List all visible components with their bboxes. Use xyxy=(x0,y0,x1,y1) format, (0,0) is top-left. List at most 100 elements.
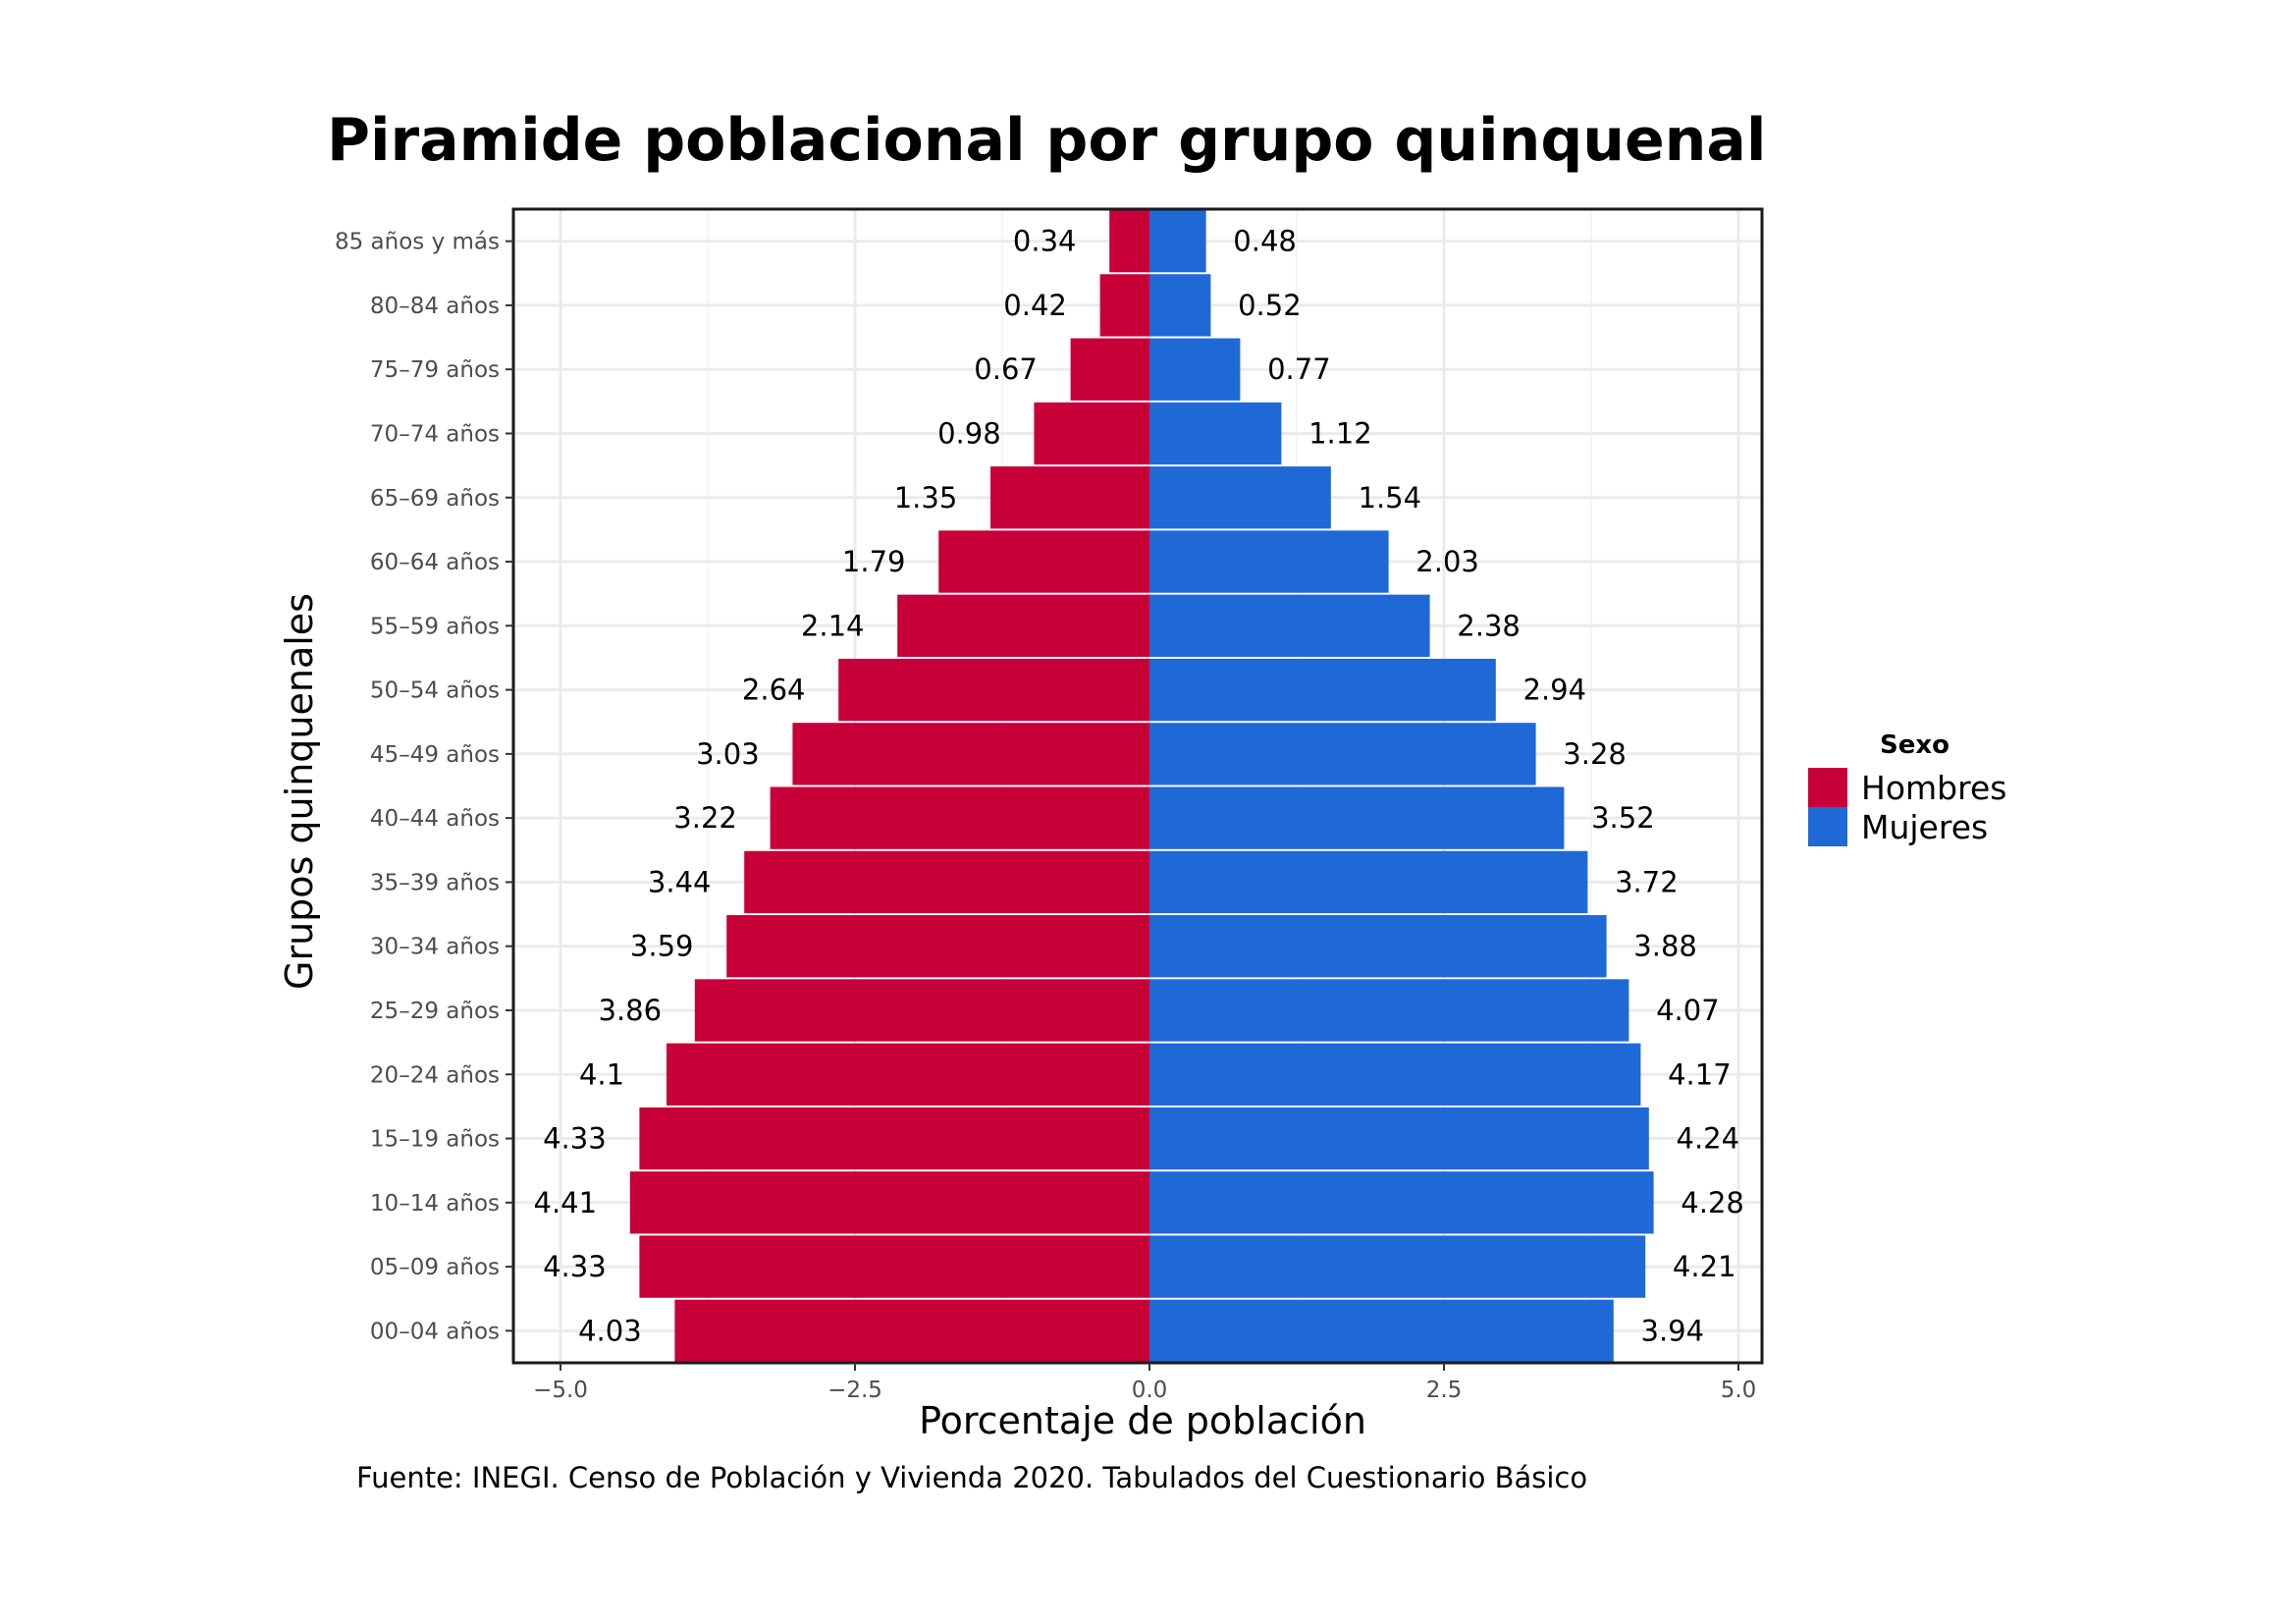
data-label-hombres: 3.44 xyxy=(648,865,712,898)
bar-hombres xyxy=(629,1171,1149,1234)
bar-mujeres xyxy=(1149,850,1588,914)
data-label-hombres: 0.67 xyxy=(974,352,1038,386)
bar-mujeres xyxy=(1149,979,1629,1042)
y-tick-label: 80–84 años xyxy=(370,294,500,319)
y-tick-label: 50–54 años xyxy=(370,678,500,704)
y-tick-label: 25–29 años xyxy=(370,999,500,1024)
bar-hombres xyxy=(694,979,1149,1042)
y-tick-label: 65–69 años xyxy=(370,486,500,512)
y-tick-label: 60–64 años xyxy=(370,550,500,575)
bar-hombres xyxy=(897,594,1149,657)
y-tick-label: 35–39 años xyxy=(370,870,500,895)
bar-hombres xyxy=(792,723,1149,785)
data-label-mujeres: 4.28 xyxy=(1681,1186,1744,1219)
legend-swatch-hombres xyxy=(1808,768,1847,807)
data-label-mujeres: 2.03 xyxy=(1415,545,1479,578)
data-label-hombres: 3.59 xyxy=(630,930,694,963)
bar-mujeres xyxy=(1149,402,1282,465)
data-label-mujeres: 2.38 xyxy=(1457,609,1521,642)
bar-hombres xyxy=(639,1235,1149,1298)
data-label-hombres: 2.14 xyxy=(801,609,865,642)
chart-title: Piramide poblacional por grupo quinquena… xyxy=(327,106,1766,175)
bar-hombres xyxy=(838,658,1149,722)
data-label-mujeres: 1.12 xyxy=(1308,416,1372,450)
x-axis-title: Porcentaje de población xyxy=(919,1399,1366,1442)
x-tick-label: 5.0 xyxy=(1721,1378,1757,1403)
bar-hombres xyxy=(990,466,1149,529)
bar-mujeres xyxy=(1149,1107,1649,1170)
bar-hombres xyxy=(726,915,1149,978)
y-tick-label: 15–19 años xyxy=(370,1127,500,1153)
x-tick-label: −5.0 xyxy=(533,1378,588,1403)
data-label-hombres: 1.35 xyxy=(894,481,958,514)
data-label-hombres: 4.33 xyxy=(543,1122,607,1156)
y-tick-label: 10–14 años xyxy=(370,1191,500,1217)
x-tick-label: −2.5 xyxy=(828,1378,882,1403)
y-tick-label: 75–79 años xyxy=(370,357,500,383)
bar-hombres xyxy=(1099,274,1149,337)
bar-hombres xyxy=(1070,338,1149,401)
data-label-mujeres: 3.94 xyxy=(1641,1314,1705,1347)
data-label-hombres: 4.1 xyxy=(579,1057,624,1091)
bar-mujeres xyxy=(1149,209,1206,273)
data-label-mujeres: 3.52 xyxy=(1591,801,1655,835)
x-tick-label: 2.5 xyxy=(1426,1378,1463,1403)
plot-border xyxy=(511,207,1764,1365)
y-tick-label: 20–24 años xyxy=(370,1062,500,1088)
bar-mujeres xyxy=(1149,723,1536,785)
y-tick-label: 05–09 años xyxy=(370,1255,500,1280)
data-label-hombres: 3.03 xyxy=(696,737,760,771)
data-label-hombres: 3.22 xyxy=(673,801,737,835)
data-label-hombres: 4.41 xyxy=(534,1186,598,1219)
bar-mujeres xyxy=(1149,594,1430,657)
x-tick-label: 0.0 xyxy=(1132,1378,1168,1403)
data-label-mujeres: 0.48 xyxy=(1233,225,1297,258)
data-label-hombres: 4.33 xyxy=(543,1250,607,1283)
bar-hombres xyxy=(639,1107,1149,1170)
bar-mujeres xyxy=(1149,658,1496,722)
source-caption: Fuente: INEGI. Censo de Población y Vivi… xyxy=(356,1461,1587,1494)
data-label-hombres: 0.98 xyxy=(937,416,1001,450)
data-label-mujeres: 4.21 xyxy=(1673,1250,1736,1283)
legend-label-hombres: Hombres xyxy=(1861,769,2006,807)
bar-mujeres xyxy=(1149,1171,1654,1234)
y-tick-label: 40–44 años xyxy=(370,806,500,832)
legend-label-mujeres: Mujeres xyxy=(1861,808,1988,846)
data-label-mujeres: 3.88 xyxy=(1633,930,1697,963)
legend-swatch-mujeres xyxy=(1808,807,1847,846)
bar-mujeres xyxy=(1149,1299,1614,1363)
y-tick-label: 85 años y más xyxy=(335,230,500,255)
y-tick-label: 30–34 años xyxy=(370,935,500,960)
y-tick-label: 00–04 años xyxy=(370,1319,500,1344)
bar-mujeres xyxy=(1149,915,1607,978)
bar-hombres xyxy=(667,1043,1149,1106)
y-axis-title: Grupos quinquenales xyxy=(278,593,321,990)
data-label-hombres: 0.42 xyxy=(1003,289,1067,322)
bar-mujeres xyxy=(1149,1043,1641,1106)
data-label-hombres: 2.64 xyxy=(742,674,806,707)
data-label-mujeres: 1.54 xyxy=(1359,481,1422,514)
bar-mujeres xyxy=(1149,530,1389,593)
data-label-hombres: 0.34 xyxy=(1013,225,1077,258)
data-label-mujeres: 3.28 xyxy=(1563,737,1627,771)
bar-hombres xyxy=(1109,209,1149,273)
legend-title: Sexo xyxy=(1880,731,1949,760)
data-label-hombres: 3.86 xyxy=(599,994,663,1027)
y-tick-label: 70–74 años xyxy=(370,421,500,447)
data-label-mujeres: 3.72 xyxy=(1615,865,1679,898)
y-tick-label: 55–59 años xyxy=(370,614,500,639)
bar-hombres xyxy=(938,530,1149,593)
bar-mujeres xyxy=(1149,338,1241,401)
data-label-mujeres: 2.94 xyxy=(1523,674,1587,707)
bar-mujeres xyxy=(1149,466,1331,529)
y-tick-label: 45–49 años xyxy=(370,742,500,768)
data-label-hombres: 1.79 xyxy=(842,545,906,578)
data-label-mujeres: 0.77 xyxy=(1267,352,1331,386)
bar-hombres xyxy=(744,850,1149,914)
data-label-mujeres: 4.24 xyxy=(1677,1122,1740,1156)
data-label-mujeres: 4.17 xyxy=(1668,1057,1732,1091)
data-label-mujeres: 0.52 xyxy=(1238,289,1302,322)
bar-mujeres xyxy=(1149,786,1565,849)
